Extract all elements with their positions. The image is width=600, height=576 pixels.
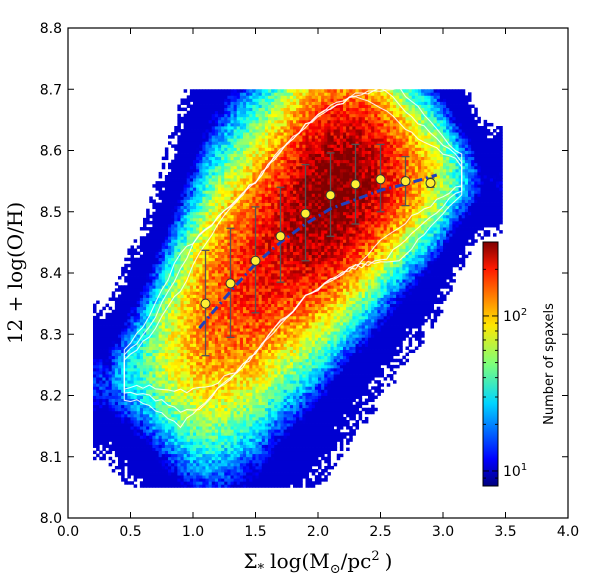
y-axis: 8.0 8.1 8.2 8.3 8.4 8.5 8.6 8.7 8.8 [40, 21, 568, 527]
x-tick-label: 0.0 [57, 524, 79, 540]
y-tick-label: 8.5 [40, 205, 62, 221]
y-tick-label: 8.8 [40, 21, 62, 37]
median-point [250, 255, 261, 266]
x-label-unit: /pc [341, 549, 372, 573]
median-points [200, 174, 436, 309]
density-heatmap [93, 89, 503, 488]
x-tick-label: 3.5 [494, 524, 516, 540]
x-label-close: ) [385, 549, 393, 573]
y-tick-label: 8.3 [40, 327, 62, 343]
y-tick-label: 8.1 [40, 450, 62, 466]
y-tick-label: 8.0 [40, 511, 62, 527]
median-point [350, 179, 361, 190]
median-point [425, 177, 436, 188]
median-point [275, 231, 286, 242]
x-label-sigma: Σ [244, 549, 258, 573]
colorbar-tick-label: 101 [503, 462, 527, 480]
colorbar-tick-label: 102 [503, 307, 527, 325]
y-tick-label: 8.2 [40, 389, 62, 405]
colorbar-label: Number of spaxels [542, 303, 557, 425]
x-label-sun: ⊙ [330, 562, 341, 576]
colorbar: 101 102 Number of spaxels [482, 241, 557, 487]
x-tick-label: 2.0 [307, 524, 329, 540]
median-point [400, 176, 411, 187]
x-label-exp: 2 [371, 549, 379, 564]
y-axis-label: 12 + log(O/H) [3, 202, 27, 344]
y-tick-label: 8.4 [40, 266, 62, 282]
colorbar-gradient [482, 241, 499, 487]
x-tick-label: 1.0 [182, 524, 204, 540]
median-point [325, 190, 336, 201]
y-tick-label: 8.7 [40, 82, 62, 98]
x-tick-label: 1.5 [244, 524, 266, 540]
median-point [300, 208, 311, 219]
median-point [225, 278, 236, 289]
x-tick-label: 4.0 [557, 524, 579, 540]
x-axis-label: Σ* log(M⊙/pc2) [244, 549, 393, 576]
density-contour [123, 96, 463, 394]
density-contours [123, 86, 463, 429]
x-tick-label: 3.0 [432, 524, 454, 540]
x-axis: 0.0 0.5 1.0 1.5 2.0 2.5 3.0 3.5 4.0 [57, 28, 579, 540]
x-label-log: log(M [270, 549, 330, 573]
colorbar-ticks: 101 102 [483, 241, 527, 487]
median-point [200, 298, 211, 309]
x-label-sub: * [258, 562, 265, 576]
x-tick-label: 0.5 [119, 524, 141, 540]
y-tick-label: 8.6 [40, 144, 62, 160]
median-point [375, 174, 386, 185]
x-tick-label: 2.5 [369, 524, 391, 540]
